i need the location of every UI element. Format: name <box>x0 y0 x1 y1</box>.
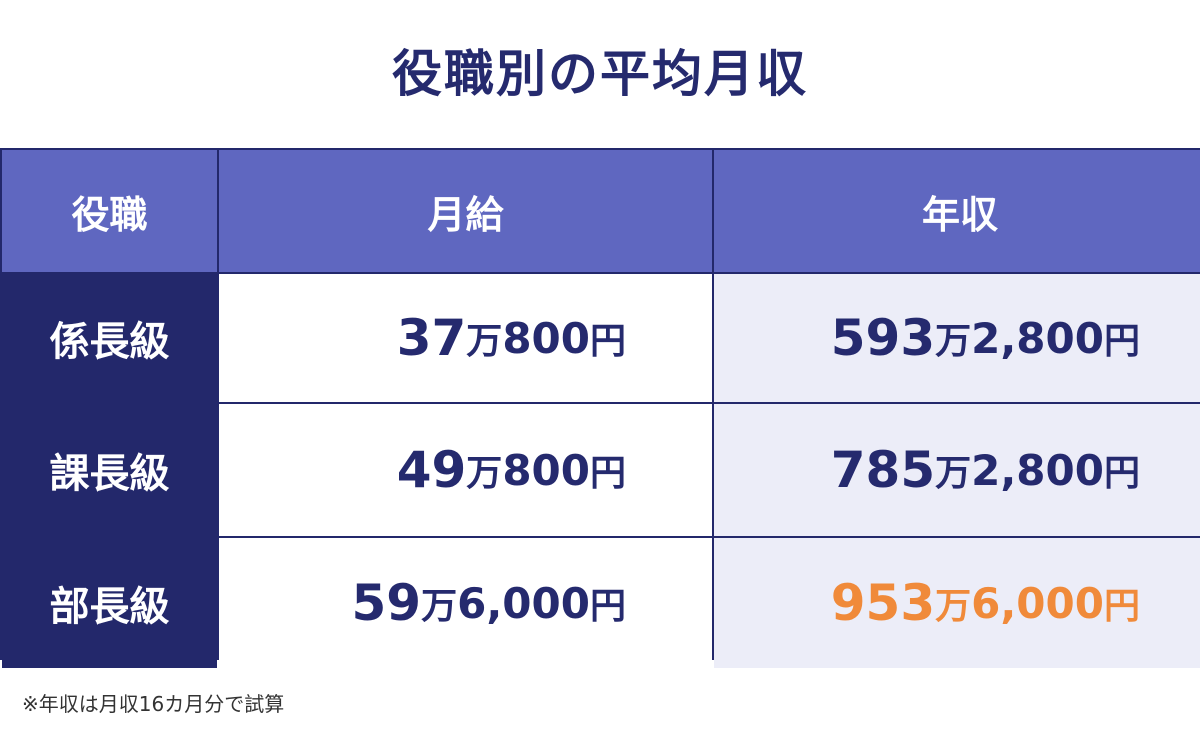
row-label: 課長級 <box>2 404 217 536</box>
header-cell: 年収 <box>714 150 1200 272</box>
footnote: ※年収は月収16カ月分で試算 <box>22 692 285 716</box>
monthly-pay: 37 万 800 円 <box>219 274 712 402</box>
monthly-pay: 59 万 6,000 円 <box>219 538 712 668</box>
header-cell: 役職 <box>2 150 217 272</box>
title: 役職別の平均月収 <box>392 45 808 103</box>
annual-income: 785 万 2,800 円 <box>714 404 1200 536</box>
row-label: 部長級 <box>2 538 217 668</box>
row-label: 係長級 <box>2 274 217 402</box>
header-cell: 月給 <box>219 150 712 272</box>
monthly-pay: 49 万 800 円 <box>219 404 712 536</box>
table: 役職 月給 年収 係長級 37 万 800 円 593 万 2,800 円 課長級 49 万 8… <box>0 148 1200 668</box>
annual-income: 593 万 2,800 円 <box>714 274 1200 402</box>
annual-income: 953 万 6,000 円 <box>714 538 1200 668</box>
